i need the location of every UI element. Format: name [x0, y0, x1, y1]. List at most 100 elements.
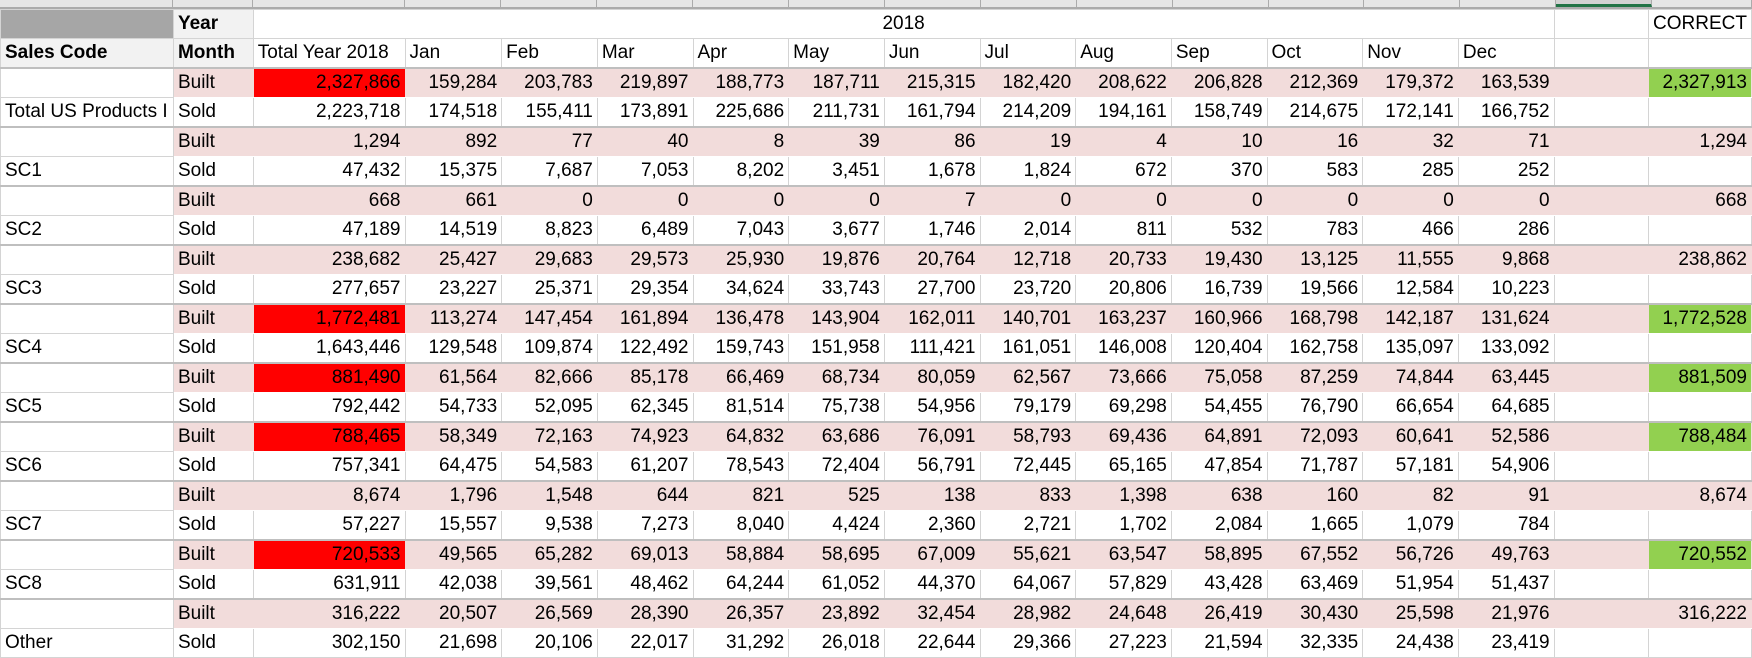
blank-cell[interactable]	[1553, 303, 1650, 334]
month-value-cell[interactable]: 20,106	[501, 628, 598, 658]
month-value-cell[interactable]: 76,091	[883, 421, 981, 452]
sales-code-cell[interactable]: SC1	[0, 156, 174, 187]
column-header[interactable]	[1173, 0, 1269, 7]
sales-code-cell[interactable]: SC2	[0, 215, 174, 246]
month-value-cell[interactable]: 8,040	[692, 510, 790, 541]
measure-label-cell[interactable]: Sold	[172, 274, 254, 305]
sales-code-header[interactable]: Sales Code	[0, 38, 174, 69]
month-value-cell[interactable]: 82,666	[501, 362, 598, 393]
month-value-cell[interactable]: 182,420	[979, 67, 1077, 98]
month-value-cell[interactable]: 162,011	[883, 303, 981, 334]
month-value-cell[interactable]: 286	[1457, 215, 1555, 246]
month-value-cell[interactable]: 113,274	[404, 303, 503, 334]
month-value-cell[interactable]: 20,507	[404, 598, 503, 629]
month-value-cell[interactable]: 32	[1362, 126, 1459, 157]
sales-code-cell[interactable]	[0, 480, 174, 511]
month-value-cell[interactable]: 158,749	[1170, 97, 1268, 128]
column-label-aug[interactable]: Aug	[1075, 38, 1172, 69]
correct-value-cell[interactable]	[1648, 510, 1752, 541]
month-value-cell[interactable]: 33,743	[788, 274, 885, 305]
month-value-cell[interactable]: 0	[1170, 185, 1268, 216]
month-value-cell[interactable]: 208,622	[1075, 67, 1172, 98]
correct-value-cell[interactable]	[1648, 392, 1752, 423]
month-value-cell[interactable]: 160,966	[1170, 303, 1268, 334]
month-value-cell[interactable]: 52,095	[501, 392, 598, 423]
column-label-may[interactable]: May	[788, 38, 885, 69]
month-value-cell[interactable]: 159,743	[692, 333, 790, 364]
month-value-cell[interactable]: 64,475	[404, 451, 503, 482]
month-value-cell[interactable]: 26,569	[501, 598, 598, 629]
measure-label-cell[interactable]: Sold	[172, 333, 254, 364]
month-value-cell[interactable]: 14,519	[404, 215, 503, 246]
month-value-cell[interactable]: 19	[979, 126, 1077, 157]
total-year-cell[interactable]: 1,772,481	[252, 303, 406, 334]
month-value-cell[interactable]: 892	[404, 126, 503, 157]
month-value-cell[interactable]: 25,930	[692, 244, 790, 275]
month-value-cell[interactable]: 8,823	[501, 215, 598, 246]
blank-cell[interactable]	[1553, 392, 1650, 423]
blank-cell[interactable]	[1553, 274, 1650, 305]
month-value-cell[interactable]: 143,904	[788, 303, 885, 334]
month-value-cell[interactable]: 61,564	[404, 362, 503, 393]
month-value-cell[interactable]: 72,163	[501, 421, 598, 452]
month-value-cell[interactable]: 0	[1457, 185, 1555, 216]
month-value-cell[interactable]: 25,598	[1362, 598, 1459, 629]
month-value-cell[interactable]: 138	[883, 480, 981, 511]
month-value-cell[interactable]: 74,923	[596, 421, 694, 452]
month-value-cell[interactable]: 466	[1362, 215, 1459, 246]
month-value-cell[interactable]: 64,244	[692, 569, 790, 600]
month-value-cell[interactable]: 2,014	[979, 215, 1077, 246]
month-value-cell[interactable]: 26,018	[788, 628, 885, 658]
blank-cell[interactable]	[1553, 569, 1650, 600]
month-value-cell[interactable]: 58,695	[788, 539, 885, 570]
measure-label-cell[interactable]: Sold	[172, 392, 254, 423]
month-value-cell[interactable]: 1,796	[404, 480, 503, 511]
column-header[interactable]	[501, 0, 598, 7]
column-label-total[interactable]: Total Year 2018	[252, 38, 406, 69]
month-value-cell[interactable]: 42,038	[404, 569, 503, 600]
month-value-cell[interactable]: 6,489	[596, 215, 694, 246]
column-header[interactable]	[693, 0, 790, 7]
month-value-cell[interactable]: 7,687	[501, 156, 598, 187]
month-value-cell[interactable]: 2,721	[979, 510, 1077, 541]
month-value-cell[interactable]: 211,731	[788, 97, 885, 128]
correct-value-cell[interactable]: 1,294	[1648, 126, 1752, 157]
correct-value-cell[interactable]: 881,509	[1648, 362, 1752, 393]
correct-value-cell[interactable]	[1648, 97, 1752, 128]
month-label-cell[interactable]: Month	[172, 38, 254, 69]
month-value-cell[interactable]: 29,573	[596, 244, 694, 275]
month-value-cell[interactable]: 63,469	[1266, 569, 1364, 600]
month-value-cell[interactable]: 163,539	[1457, 67, 1555, 98]
month-value-cell[interactable]: 122,492	[596, 333, 694, 364]
month-value-cell[interactable]: 638	[1170, 480, 1268, 511]
month-value-cell[interactable]: 80,059	[883, 362, 981, 393]
sales-code-cell[interactable]	[0, 303, 174, 334]
column-header[interactable]	[1077, 0, 1173, 7]
correct-value-cell[interactable]: 1,772,528	[1648, 303, 1752, 334]
month-value-cell[interactable]: 212,369	[1266, 67, 1364, 98]
month-value-cell[interactable]: 672	[1075, 156, 1172, 187]
measure-label-cell[interactable]: Built	[172, 598, 254, 629]
month-value-cell[interactable]: 54,906	[1457, 451, 1555, 482]
month-value-cell[interactable]: 8	[692, 126, 790, 157]
month-value-cell[interactable]: 0	[501, 185, 598, 216]
month-value-cell[interactable]: 71	[1457, 126, 1555, 157]
column-header[interactable]	[405, 0, 502, 7]
total-year-cell[interactable]: 302,150	[252, 628, 406, 658]
column-header[interactable]	[173, 0, 253, 7]
month-value-cell[interactable]: 55,621	[979, 539, 1077, 570]
total-year-cell[interactable]: 316,222	[252, 598, 406, 629]
month-value-cell[interactable]: 12,718	[979, 244, 1077, 275]
month-value-cell[interactable]: 163,237	[1075, 303, 1172, 334]
month-value-cell[interactable]: 120,404	[1170, 333, 1268, 364]
month-value-cell[interactable]: 28,390	[596, 598, 694, 629]
measure-label-cell[interactable]: Sold	[172, 510, 254, 541]
month-value-cell[interactable]: 81,514	[692, 392, 790, 423]
month-value-cell[interactable]: 24,438	[1362, 628, 1459, 658]
month-value-cell[interactable]: 7,273	[596, 510, 694, 541]
month-value-cell[interactable]: 28,982	[979, 598, 1077, 629]
month-value-cell[interactable]: 27,223	[1075, 628, 1172, 658]
month-value-cell[interactable]: 784	[1457, 510, 1555, 541]
sales-code-cell[interactable]: SC5	[0, 392, 174, 423]
month-value-cell[interactable]: 71,787	[1266, 451, 1364, 482]
